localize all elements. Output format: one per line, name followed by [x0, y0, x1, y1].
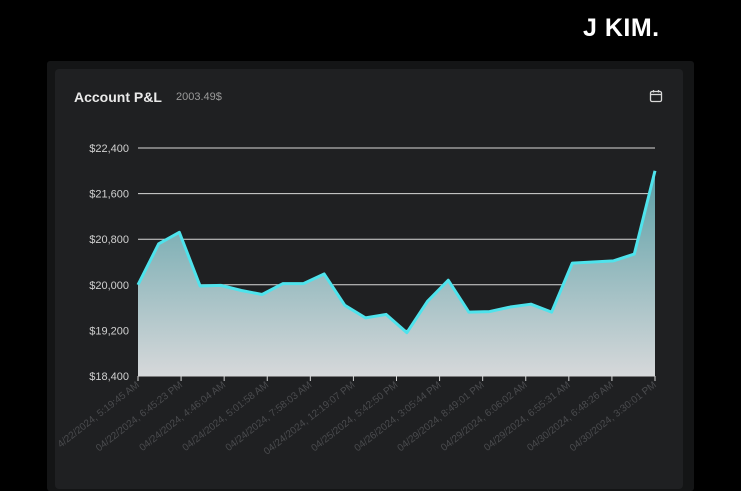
- pnl-value: 2003.49$: [176, 91, 222, 103]
- y-tick-label: $18,400: [89, 371, 129, 383]
- y-tick-label: $20,800: [89, 234, 129, 246]
- pnl-line: [136, 170, 657, 335]
- x-tick-label: 04/30/2024, 3:30:01 PM: [568, 380, 659, 454]
- y-tick-label: $19,200: [89, 325, 129, 337]
- card-title: Account P&L: [74, 89, 162, 105]
- calendar-button[interactable]: [648, 88, 664, 104]
- x-tick-label: 4/22/2024, 5:19:45 AM: [56, 380, 142, 451]
- y-tick-label: $20,000: [89, 280, 129, 292]
- y-tick-label: $22,400: [89, 143, 129, 155]
- area-fill: [138, 170, 655, 376]
- brand-logo: J KIM.: [583, 14, 660, 42]
- calendar-icon: [649, 90, 663, 103]
- y-tick-label: $21,600: [89, 189, 129, 201]
